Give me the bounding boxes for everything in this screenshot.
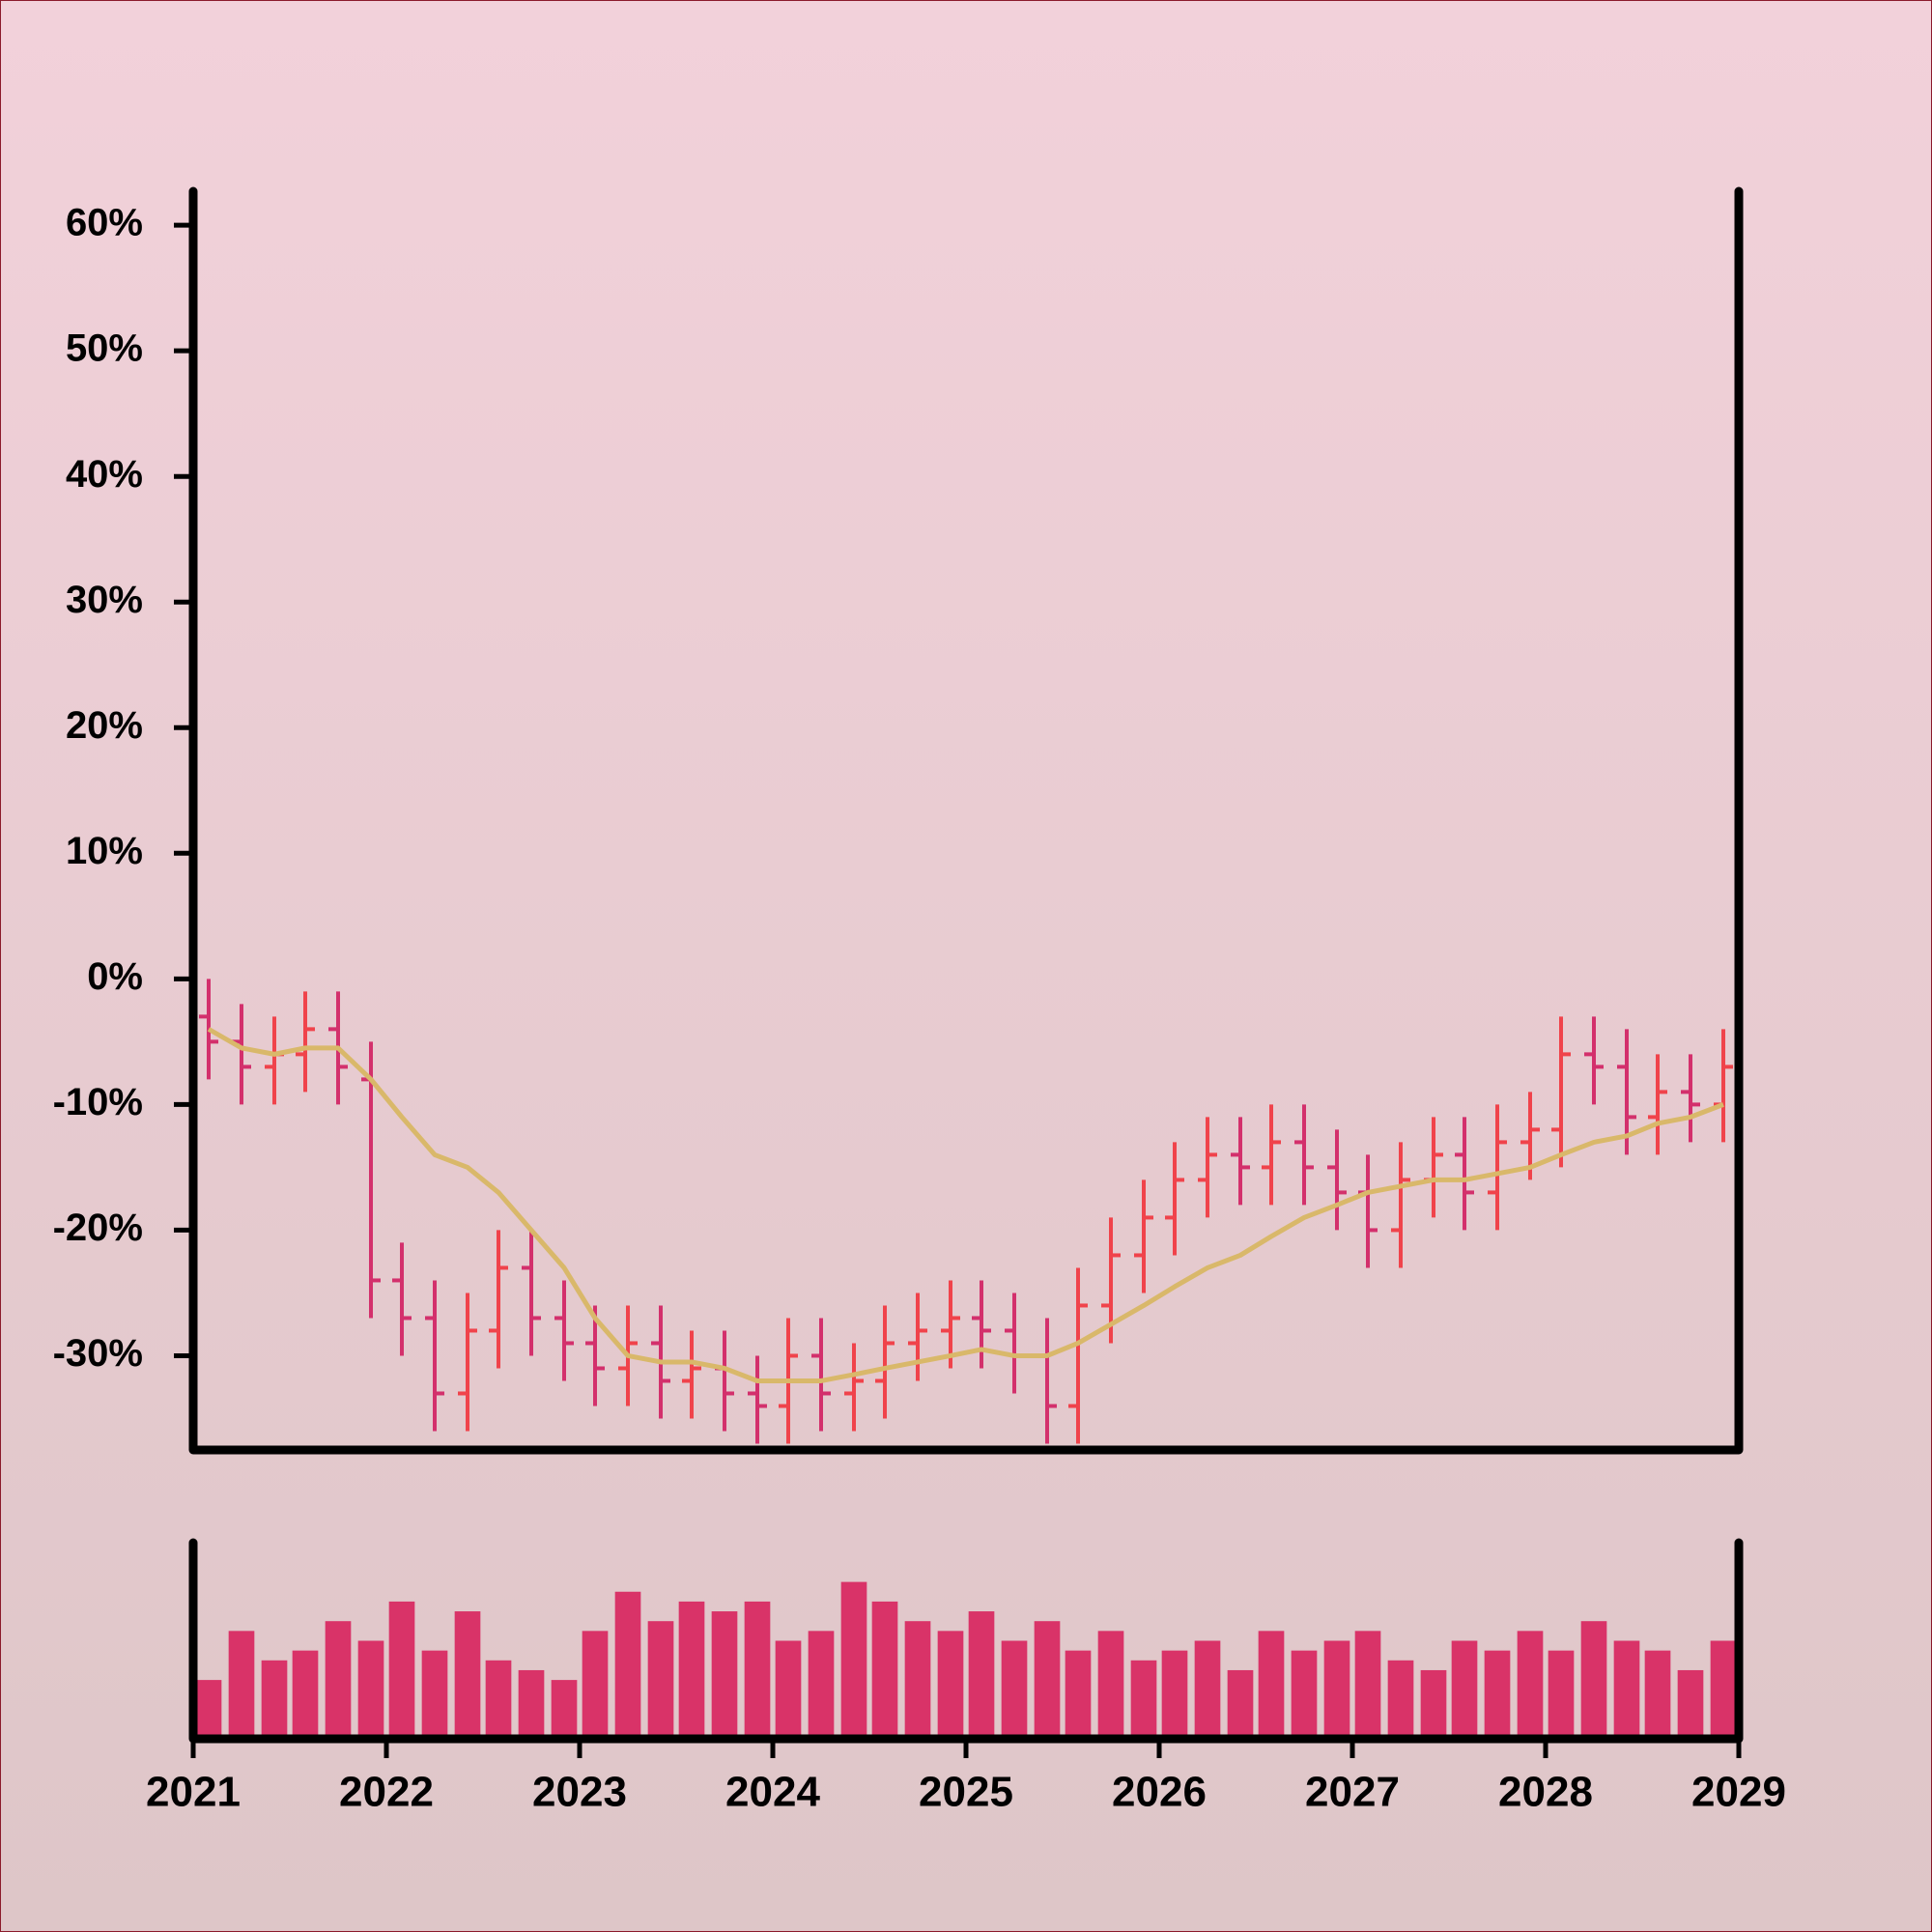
volume-bar [840, 1581, 867, 1739]
y-tick-label: 40% [66, 453, 143, 496]
volume-bar [904, 1621, 931, 1739]
volume-bar [1613, 1640, 1640, 1739]
volume-bar [1194, 1640, 1221, 1739]
volume-bar [937, 1631, 964, 1739]
volume-bar [614, 1591, 641, 1739]
volume-bar [968, 1611, 995, 1739]
x-tick-label: 2024 [725, 1769, 820, 1816]
volume-plot [195, 1581, 1737, 1739]
volume-bar [1580, 1621, 1607, 1739]
volume-bar [421, 1650, 448, 1739]
volume-bar [388, 1601, 415, 1739]
volume-bar [808, 1631, 835, 1739]
volume-bar [261, 1660, 288, 1739]
volume-bar [1130, 1660, 1157, 1739]
volume-bar [1387, 1660, 1414, 1739]
volume-bar [1065, 1650, 1092, 1739]
y-tick-label: 20% [66, 704, 143, 747]
volume-bar [1677, 1669, 1704, 1739]
x-tick-label: 2025 [919, 1769, 1013, 1816]
volume-bar [678, 1601, 705, 1739]
volume-bar [485, 1660, 512, 1739]
volume-bar [1001, 1640, 1028, 1739]
y-tick-label: -30% [53, 1332, 143, 1375]
volume-bar [1354, 1631, 1381, 1739]
volume-bar [1291, 1650, 1318, 1739]
volume-bar [228, 1631, 255, 1739]
volume-bar [775, 1640, 802, 1739]
volume-bar [1710, 1640, 1737, 1739]
axis-frame [188, 186, 1744, 1455]
volume-bar [1644, 1650, 1671, 1739]
x-tick-label: 2021 [146, 1769, 241, 1816]
volume-bar [582, 1631, 609, 1739]
y-tick-label: 10% [66, 830, 143, 872]
x-tick-label: 2026 [1112, 1769, 1207, 1816]
y-tick-label: 30% [66, 579, 143, 621]
volume-bar [711, 1611, 738, 1739]
volume-bar [195, 1680, 222, 1739]
x-tick-label: 2027 [1305, 1769, 1400, 1816]
x-tick-label: 2029 [1691, 1769, 1786, 1816]
volume-bar [454, 1611, 481, 1739]
y-tick-label: -10% [53, 1081, 143, 1123]
volume-bar [1484, 1650, 1511, 1739]
volume-bar [1323, 1640, 1350, 1739]
volume-bar [1097, 1631, 1124, 1739]
volume-bar [1548, 1650, 1575, 1739]
volume-bar [647, 1621, 674, 1739]
y-tick-label: -20% [53, 1207, 143, 1249]
price-plot [199, 979, 1733, 1444]
volume-bar [292, 1650, 319, 1739]
x-tick-label: 2022 [339, 1769, 434, 1816]
volume-bar [1034, 1621, 1061, 1739]
volume-bar [1227, 1669, 1254, 1739]
volume-bar [871, 1601, 898, 1739]
x-tick-label: 2028 [1498, 1769, 1593, 1816]
axis-frame [188, 1538, 1744, 1744]
volume-bar [1420, 1669, 1447, 1739]
volume-bar [325, 1621, 352, 1739]
volume-bar [551, 1680, 578, 1739]
volume-bar [1451, 1640, 1478, 1739]
moving-average-line [207, 1027, 1724, 1383]
volume-bar [1517, 1631, 1544, 1739]
y-tick-label: 60% [66, 202, 143, 244]
volume-bar [357, 1640, 384, 1739]
volume-bar [1258, 1631, 1285, 1739]
x-tick-label: 2023 [532, 1769, 627, 1816]
axes: -30% -20% -10% 0% 10% 20% 30% 40% 50% 60% 2021 2022… [53, 186, 1786, 1816]
y-tick-label: 50% [66, 327, 143, 370]
y-tick-label: 0% [87, 955, 143, 998]
volume-bar [744, 1601, 771, 1739]
volume-bar [1161, 1650, 1188, 1739]
volume-bar [518, 1669, 545, 1739]
